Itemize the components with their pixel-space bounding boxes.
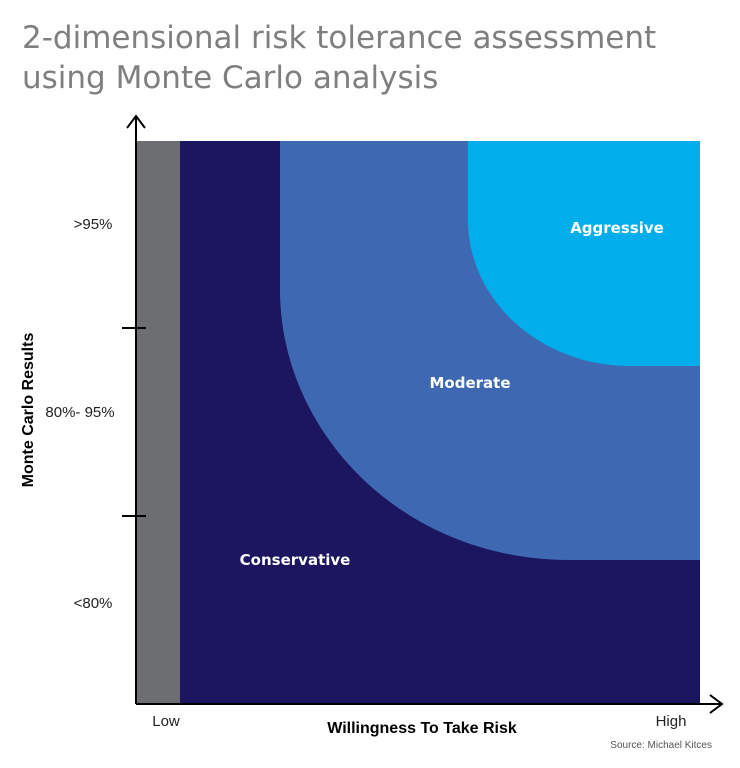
title-line-1: 2-dimensional risk tolerance assessment: [22, 20, 657, 56]
x-axis-arrow: [709, 694, 724, 714]
x-tick-high: High: [656, 713, 687, 730]
conservative-label: Conservative: [240, 551, 351, 569]
aggressive-zone: [468, 141, 700, 366]
y-tick-low: <80%: [74, 595, 113, 612]
y-axis-arrow: [126, 114, 146, 129]
x-tick-low: Low: [152, 713, 180, 730]
excluded-zone: [136, 141, 180, 704]
title-line-2: using Monte Carlo analysis: [22, 60, 439, 96]
y-tick-high: >95%: [74, 216, 113, 233]
source-note: Source: Michael Kitces: [610, 740, 712, 751]
aggressive-label: Aggressive: [570, 219, 664, 237]
y-tick-mid: 80%- 95%: [45, 404, 114, 421]
moderate-label: Moderate: [429, 374, 510, 392]
y-axis-label: Monte Carlo Results: [20, 333, 37, 488]
x-axis-label: Willingness To Take Risk: [327, 720, 517, 737]
page-title: 2-dimensional risk tolerance assessment …: [22, 18, 656, 98]
